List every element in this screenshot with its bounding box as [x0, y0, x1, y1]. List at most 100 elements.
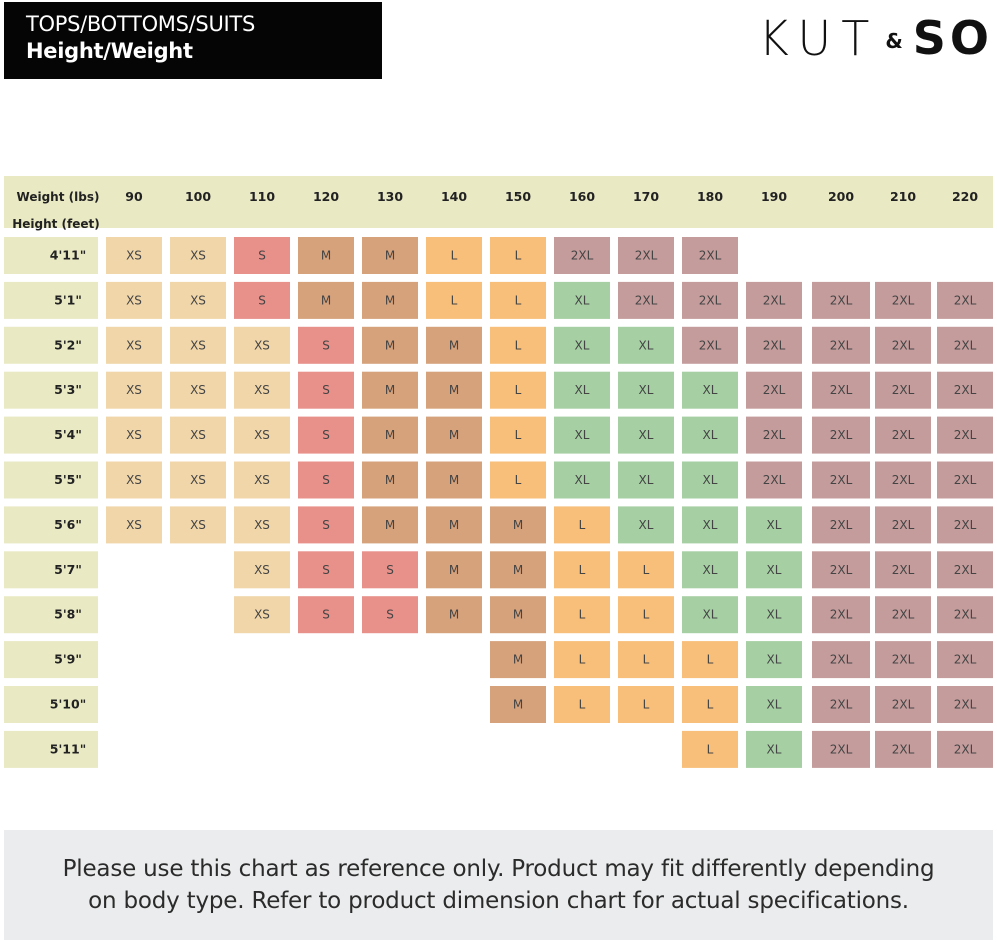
size-cell [618, 686, 674, 723]
size-label: XS [190, 428, 206, 442]
size-cell [106, 326, 162, 364]
height-label-cell [4, 326, 98, 364]
size-cell [490, 686, 546, 723]
size-cell [554, 416, 610, 454]
size-cell [554, 461, 610, 499]
size-label: XS [126, 338, 142, 352]
weight-header: 160 [569, 189, 595, 204]
size-cell [812, 551, 870, 589]
size-label: L [579, 563, 586, 577]
size-label: 2XL [830, 293, 853, 307]
size-cell [362, 551, 418, 589]
size-label: M [449, 428, 459, 442]
size-label: XS [126, 383, 142, 397]
size-chart: Weight (lbs) Height (feet) 90 100 110 120 130 1… [4, 176, 993, 768]
size-cell [106, 371, 162, 409]
size-cell [937, 596, 993, 634]
height-axis-label: Height (feet) [12, 217, 100, 231]
height-label: 5'11" [50, 741, 86, 756]
size-label: L [515, 473, 522, 487]
size-label: 2XL [830, 653, 853, 667]
size-cell [362, 461, 418, 499]
size-label: XS [190, 518, 206, 532]
size-label: XL [575, 338, 590, 352]
size-cell [490, 641, 546, 679]
size-cell [937, 686, 993, 723]
size-label: 2XL [954, 742, 977, 756]
size-label: S [322, 563, 330, 577]
size-label: M [321, 249, 331, 263]
size-label: L [643, 698, 650, 712]
size-cell [554, 551, 610, 589]
size-cell [682, 281, 738, 319]
weight-header: 170 [633, 189, 659, 204]
size-cell [746, 730, 802, 768]
size-cell [234, 461, 290, 499]
size-cell [170, 281, 226, 319]
size-cell [170, 461, 226, 499]
size-cell [170, 237, 226, 274]
size-label: M [513, 518, 523, 532]
size-cell [170, 416, 226, 454]
size-cell [875, 461, 931, 499]
size-cell [746, 686, 802, 723]
size-cell [812, 326, 870, 364]
size-cell [554, 237, 610, 274]
size-label: XL [703, 473, 718, 487]
size-cell [426, 551, 482, 589]
size-cell [746, 506, 802, 544]
size-label: 2XL [830, 742, 853, 756]
title-subtitle: Height/Weight [26, 39, 193, 63]
size-label: M [449, 473, 459, 487]
size-label: M [513, 563, 523, 577]
size-label: XL [639, 383, 654, 397]
size-label: 2XL [892, 742, 915, 756]
weight-header: 150 [505, 189, 531, 204]
size-cell [490, 551, 546, 589]
height-label-cell [4, 281, 98, 319]
size-label: 2XL [954, 563, 977, 577]
size-label: XL [767, 518, 782, 532]
size-label: 2XL [830, 698, 853, 712]
height-label: 5'8" [54, 607, 82, 622]
size-label: L [515, 428, 522, 442]
size-label: XL [639, 338, 654, 352]
size-label: M [513, 608, 523, 622]
size-label: 2XL [954, 383, 977, 397]
size-label: 2XL [892, 518, 915, 532]
size-cell [554, 281, 610, 319]
height-label-cell [4, 730, 98, 768]
size-label: 2XL [830, 428, 853, 442]
size-label: 2XL [892, 338, 915, 352]
size-label: 2XL [699, 338, 722, 352]
height-label-cell [4, 506, 98, 544]
size-cell [746, 281, 802, 319]
size-cell [618, 641, 674, 679]
size-cell [298, 551, 354, 589]
size-cell [234, 506, 290, 544]
size-label: L [707, 698, 714, 712]
size-label: S [322, 428, 330, 442]
size-cell [298, 237, 354, 274]
size-label: 2XL [699, 293, 722, 307]
size-label: S [386, 608, 394, 622]
size-cell [362, 237, 418, 274]
size-cell [746, 371, 802, 409]
size-label: XL [767, 608, 782, 622]
size-cell [362, 506, 418, 544]
size-cell [618, 596, 674, 634]
size-label: M [321, 293, 331, 307]
size-label: 2XL [763, 383, 786, 397]
size-cell [875, 686, 931, 723]
size-cell [554, 506, 610, 544]
size-label: L [707, 742, 714, 756]
height-label-cell [4, 641, 98, 679]
height-label-cell [4, 551, 98, 589]
size-cell [618, 551, 674, 589]
size-cell [937, 416, 993, 454]
size-label: S [322, 383, 330, 397]
size-cell [618, 326, 674, 364]
size-cell [812, 416, 870, 454]
size-cell [490, 596, 546, 634]
size-cell [812, 596, 870, 634]
